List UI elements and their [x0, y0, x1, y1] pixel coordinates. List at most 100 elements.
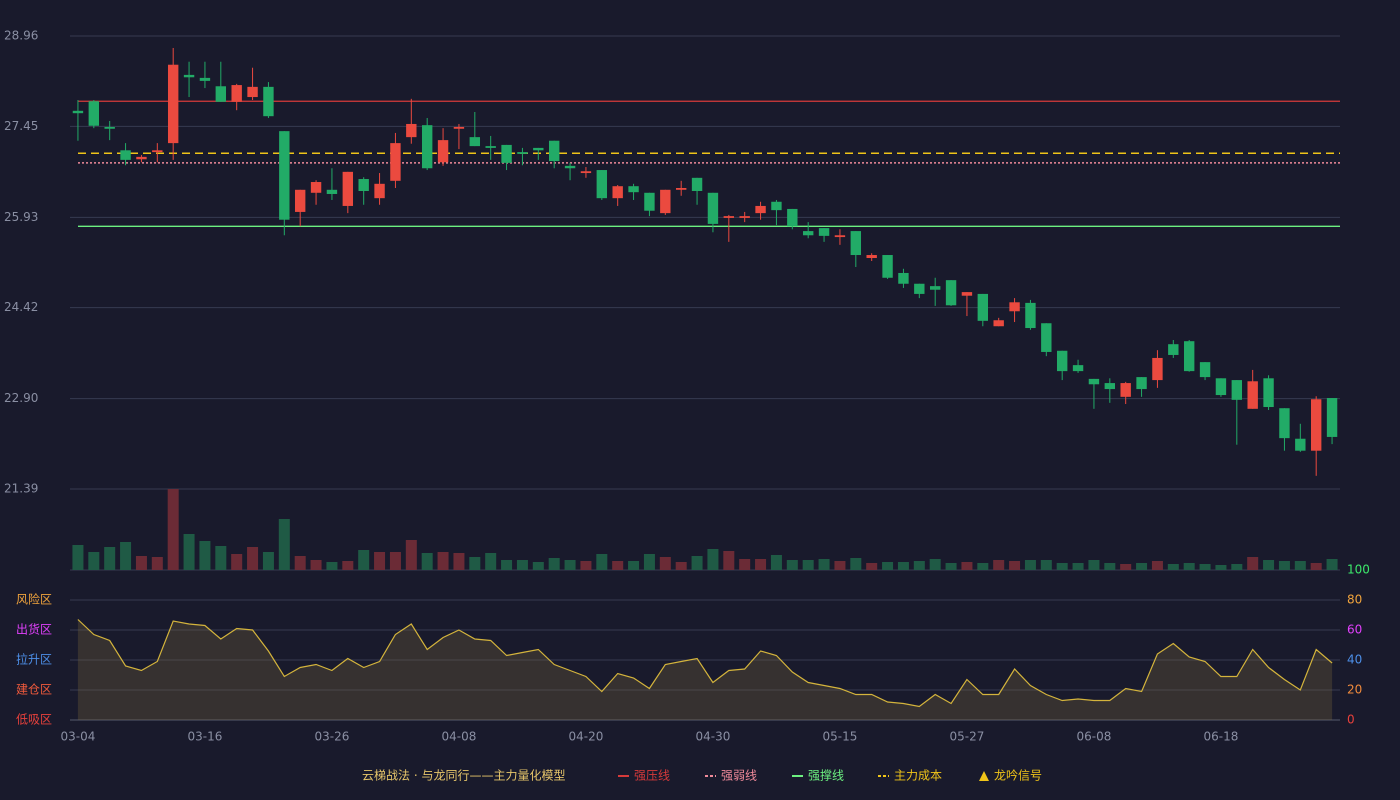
volume-bar: [675, 562, 687, 570]
y-tick-label: 27.45: [4, 119, 38, 133]
candle-body: [802, 231, 814, 236]
volume-bar: [628, 561, 640, 570]
volume-bar: [1167, 564, 1179, 570]
volume-bar: [389, 552, 401, 570]
volume-bar: [1056, 563, 1068, 570]
legend-label: 强撑线: [808, 768, 844, 783]
volume-bar: [183, 534, 195, 570]
volume-bar: [485, 553, 497, 570]
volume-bar: [421, 553, 433, 570]
volume-bar: [231, 554, 243, 570]
volume-bar: [834, 561, 846, 570]
candle-body: [580, 171, 592, 174]
volume-bar: [850, 558, 862, 570]
volume-bar: [1326, 559, 1338, 570]
volume-bar: [262, 552, 274, 570]
candle-body: [1088, 378, 1100, 385]
candle-body: [644, 192, 655, 211]
y2-tick-label: 80: [1347, 593, 1362, 607]
y2-tick-label: 60: [1347, 623, 1362, 637]
candle-body: [485, 146, 496, 148]
volume-bar: [548, 558, 560, 570]
volume-bar: [1136, 563, 1148, 570]
volume-bar: [770, 555, 782, 570]
candle-body: [231, 85, 242, 102]
volume-bar: [501, 560, 513, 570]
x-tick-label: 04-30: [696, 730, 731, 744]
candle-body: [1136, 377, 1147, 390]
candle-body: [1295, 438, 1306, 451]
volume-bar: [374, 552, 386, 570]
volume-bar: [151, 557, 163, 570]
candle-body: [1056, 350, 1068, 372]
volume-bar: [1278, 561, 1290, 570]
legend-label: 主力成本: [894, 769, 942, 783]
candle-body: [1199, 362, 1211, 378]
volume-bar: [1088, 560, 1100, 570]
volume-bar: [659, 557, 671, 570]
candle-body: [660, 189, 671, 214]
volume-bar: [1294, 561, 1306, 570]
candle-body: [993, 320, 1004, 327]
volume-bar: [786, 560, 798, 570]
volume-bar: [913, 561, 925, 570]
volume-bar: [358, 550, 370, 570]
volume-bar: [247, 547, 259, 570]
volume-bar: [1151, 561, 1163, 570]
candle-body: [501, 144, 512, 163]
candle-body: [564, 165, 576, 169]
candle-body: [1326, 398, 1338, 437]
candle-body: [72, 110, 84, 114]
volume-bar: [596, 554, 608, 570]
candle-body: [279, 131, 290, 220]
volume-bar: [1247, 557, 1259, 570]
candle-body: [771, 201, 782, 211]
candle-body: [1279, 408, 1290, 439]
volume-bar: [1120, 564, 1132, 570]
volume-bar: [643, 554, 655, 570]
volume-bar: [72, 545, 84, 570]
zone-label: 拉升区: [16, 652, 52, 667]
candle-body: [136, 156, 147, 160]
candle-body: [945, 280, 957, 306]
candle-body: [152, 150, 163, 153]
volume-bar: [1009, 561, 1021, 570]
candle-body: [342, 171, 354, 206]
candle-body: [310, 182, 322, 193]
candle-body: [294, 189, 306, 212]
volume-bar: [755, 559, 767, 570]
candle-body: [1025, 302, 1036, 329]
volume-bar: [707, 549, 719, 570]
volume-bar: [1040, 560, 1052, 570]
candle-body: [1231, 380, 1243, 400]
candle-body: [421, 125, 433, 169]
candle-body: [533, 147, 544, 151]
candle-body: [675, 187, 687, 190]
candle-body: [628, 186, 639, 193]
candle-body: [1247, 381, 1258, 409]
volume-bar: [723, 551, 735, 570]
candle-body: [1310, 399, 1322, 451]
candle-body: [977, 293, 989, 321]
volume-bar: [961, 562, 973, 570]
candle-body: [104, 126, 115, 129]
volume-bar: [135, 556, 147, 570]
candle-body: [1120, 383, 1131, 397]
volume-bar: [1072, 563, 1084, 570]
volume-bar: [342, 561, 354, 570]
candle-body: [1183, 341, 1195, 372]
volume-bar: [1310, 563, 1322, 570]
volume-bar: [215, 546, 227, 570]
zone-label: 出货区: [16, 622, 52, 637]
candle-body: [358, 179, 369, 191]
zone-label: 低吸区: [16, 713, 52, 727]
x-tick-label: 03-04: [61, 730, 96, 744]
candle-body: [263, 86, 274, 117]
candle-body: [961, 292, 973, 296]
volume-bar: [1104, 563, 1116, 570]
x-tick-label: 06-08: [1077, 730, 1112, 744]
zone-label: 风险区: [16, 592, 52, 607]
y2-tick-label: 40: [1347, 653, 1362, 667]
candle-body: [850, 231, 862, 256]
